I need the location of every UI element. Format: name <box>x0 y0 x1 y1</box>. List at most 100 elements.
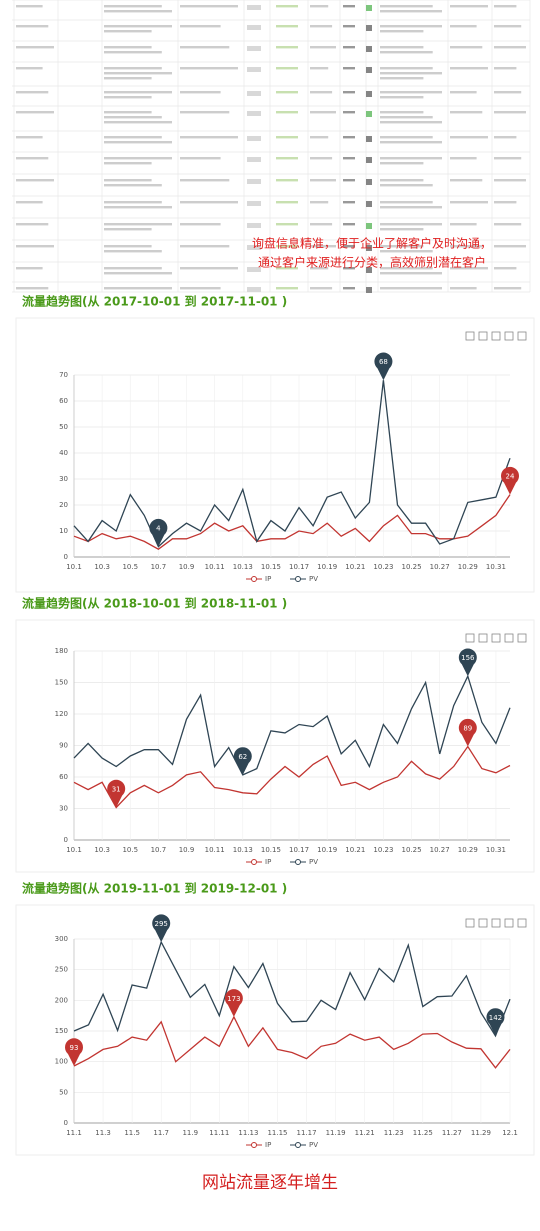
x-tick-label: 10.27 <box>430 846 450 854</box>
source-text <box>276 25 298 28</box>
blurred-text <box>16 223 49 226</box>
status-icon <box>366 67 372 73</box>
x-tick-label: 10.1 <box>66 563 82 571</box>
overlay-line: 通过客户来源进行分类，高效筛别潜在客户 <box>258 255 486 270</box>
status-icon <box>366 223 372 229</box>
x-tick-label: 11.7 <box>153 1129 169 1137</box>
legend-label[interactable]: IP <box>265 575 271 583</box>
legend-label[interactable]: PV <box>309 1141 318 1149</box>
status-box <box>247 46 261 51</box>
toolbar-icon[interactable] <box>465 331 475 341</box>
toolbar-icon[interactable] <box>478 918 488 928</box>
status-icon <box>366 179 372 185</box>
blurred-text <box>450 245 483 248</box>
blurred-text <box>16 179 54 182</box>
blurred-text <box>104 46 152 49</box>
blurred-text <box>450 201 488 204</box>
blurred-text <box>380 25 442 28</box>
blurred-text <box>494 25 522 28</box>
blurred-text <box>494 5 517 8</box>
source-text <box>276 111 298 114</box>
legend-label[interactable]: PV <box>309 575 318 583</box>
toolbar-icon[interactable] <box>491 633 501 643</box>
x-tick-label: 11.17 <box>297 1129 317 1137</box>
blurred-text <box>180 245 230 248</box>
blurred-text <box>310 5 329 8</box>
blurred-text <box>450 223 477 226</box>
blurred-text <box>450 67 488 70</box>
blurred-text <box>104 157 172 160</box>
city-text <box>343 136 355 139</box>
annotation-pin <box>486 1008 505 1036</box>
blurred-text <box>380 10 442 13</box>
status-icon <box>366 91 372 97</box>
toolbar-icon[interactable] <box>517 331 527 341</box>
status-box <box>247 5 261 10</box>
blurred-text <box>494 136 517 139</box>
chart-panel <box>15 619 535 873</box>
x-tick-label: 11.27 <box>442 1129 462 1137</box>
blurred-text <box>180 111 230 114</box>
blurred-text <box>380 245 424 248</box>
x-tick-label: 10.23 <box>373 563 393 571</box>
toolbar-icon[interactable] <box>504 331 514 341</box>
toolbar-icon[interactable] <box>491 918 501 928</box>
toolbar-icon[interactable] <box>465 918 475 928</box>
city-text <box>343 25 355 28</box>
blurred-text <box>380 46 424 49</box>
blurred-text <box>450 179 483 182</box>
blurred-text <box>310 245 336 248</box>
x-tick-label: 10.3 <box>94 846 110 854</box>
toolbar-icon[interactable] <box>517 633 527 643</box>
blurred-text <box>104 121 172 124</box>
toolbar-icon[interactable] <box>504 918 514 928</box>
series-line <box>73 940 511 1038</box>
annotation-pin <box>152 914 171 943</box>
y-tick-label: 30 <box>59 475 68 483</box>
blurred-text <box>180 157 221 160</box>
y-tick-label: 50 <box>59 423 68 431</box>
blurred-text <box>310 136 329 139</box>
x-tick-label: 10.19 <box>317 846 337 854</box>
source-text <box>276 245 298 248</box>
blurred-text <box>450 91 477 94</box>
blurred-text <box>494 46 526 49</box>
blurred-text <box>104 67 162 70</box>
blurred-text <box>310 201 329 204</box>
status-box <box>247 245 261 250</box>
x-tick-label: 10.21 <box>345 846 365 854</box>
blurred-text <box>104 162 152 165</box>
toolbar-icon[interactable] <box>465 633 475 643</box>
blurred-text <box>380 116 433 119</box>
blurred-text <box>380 157 442 160</box>
blurred-text <box>450 111 483 114</box>
blurred-text <box>494 287 522 290</box>
blurred-text <box>380 206 442 209</box>
legend-label[interactable]: IP <box>265 1141 271 1149</box>
toolbar-icon[interactable] <box>491 331 501 341</box>
line-chart: 流量趋势图(从 2019-11-01 到 2019-12-01 ) 0 50 100 1… <box>15 881 535 1156</box>
y-tick-label: 30 <box>59 805 68 813</box>
legend-label[interactable]: IP <box>265 858 271 866</box>
city-text <box>343 157 355 160</box>
blurred-text <box>380 72 442 75</box>
x-tick-label: 10.29 <box>458 846 478 854</box>
annotation-pin <box>224 989 243 1017</box>
blurred-text <box>180 46 230 49</box>
blurred-text <box>16 267 43 270</box>
chart-panel <box>15 904 535 1156</box>
status-box <box>247 157 261 162</box>
toolbar-icon[interactable] <box>504 633 514 643</box>
toolbar-icon[interactable] <box>517 918 527 928</box>
status-icon <box>366 157 372 163</box>
annotation-label: 62 <box>238 753 247 761</box>
toolbar-icon[interactable] <box>478 331 488 341</box>
annotation-pin <box>65 1038 83 1066</box>
blurred-text <box>380 272 442 275</box>
blurred-text <box>16 91 49 94</box>
city-text <box>343 245 355 248</box>
blurred-text <box>380 223 442 226</box>
legend-label[interactable]: PV <box>309 858 318 866</box>
annotation-label: 173 <box>227 995 240 1003</box>
toolbar-icon[interactable] <box>478 633 488 643</box>
